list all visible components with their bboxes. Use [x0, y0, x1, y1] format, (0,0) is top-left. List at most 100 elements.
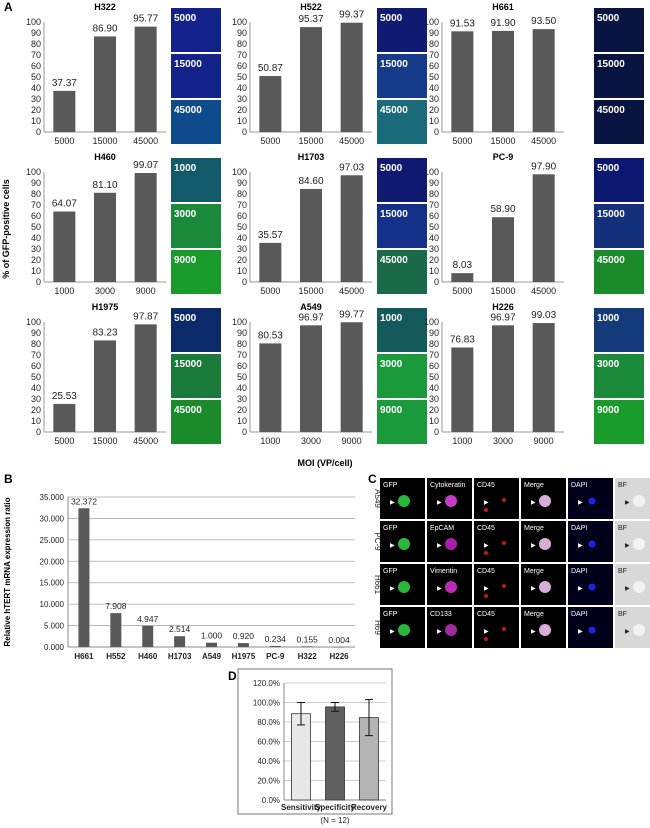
x-axis-label: (N = 12) [320, 816, 349, 825]
chart-title: H226 [492, 302, 514, 312]
y-tick-label: 10 [31, 266, 41, 276]
x-tick-label: 45000 [339, 136, 364, 146]
x-tick-label: 3000 [301, 436, 321, 446]
x-tick-label: 45000 [531, 286, 556, 296]
channel-label: DAPI [571, 568, 587, 575]
bar [300, 27, 322, 132]
bar [53, 90, 76, 132]
tile-label: 5000 [380, 13, 403, 24]
x-tick-label: H552 [106, 652, 126, 661]
channel-label: Cytokeratin [430, 482, 466, 489]
channel-label: Vimentin [430, 568, 457, 575]
tile-label: 3000 [597, 359, 620, 370]
microscopy-tile [171, 354, 221, 398]
y-tick-label: 80 [237, 39, 247, 49]
chart-title: H1703 [298, 152, 325, 162]
y-tick-label: 0 [242, 127, 247, 137]
tile-label: 9000 [380, 405, 403, 416]
y-tick-label: 0 [36, 427, 41, 437]
tile-label: 15000 [597, 59, 625, 70]
cell-dot [633, 581, 645, 593]
y-tick-label: 50 [429, 72, 439, 82]
bar [340, 322, 363, 432]
y-tick-label: 40 [237, 83, 247, 93]
image-tile [474, 478, 519, 519]
microscopy-tile [171, 158, 221, 202]
x-tick-label: Sensitivity [281, 803, 322, 812]
arrow-marker: ▶ [437, 586, 442, 592]
y-tick-label: 30.000 [40, 514, 65, 523]
y-tick-label: 80 [429, 339, 439, 349]
bar [134, 324, 157, 432]
bar [94, 36, 116, 132]
cell-dot [445, 581, 457, 593]
panel-d-label: D [228, 669, 237, 683]
microscopy-strip-5: 5000 15000 45000 [594, 158, 644, 294]
arrow-marker: ▶ [531, 543, 536, 549]
microscopy-strip-1: 5000 15000 45000 [377, 8, 427, 144]
panel-b-chart: 0.000 5.000 10.000 15.000 20.000 25.000 30.000… [3, 493, 355, 661]
y-tick-label: 70 [429, 350, 439, 360]
panel-c-image-grid: A549GFP▶Cytokeratin▶CD45▶Merge▶DAPI▶BF▶P… [373, 478, 650, 648]
x-tick-label: 45000 [339, 286, 364, 296]
arrow-marker: ▶ [531, 629, 536, 635]
microscopy-tile [171, 250, 221, 294]
data-label: 25.53 [52, 391, 77, 402]
y-tick-label: 80 [31, 339, 41, 349]
bar [340, 175, 363, 282]
y-tick-label: 50 [31, 222, 41, 232]
y-tick-label: 40 [429, 83, 439, 93]
cell-dot [633, 538, 645, 550]
x-tick-label: 15000 [92, 436, 117, 446]
row-label: H69 [373, 620, 382, 635]
bar [291, 713, 311, 801]
y-tick-label: 10 [31, 116, 41, 126]
y-tick-label: 50 [31, 72, 41, 82]
microscopy-tile [594, 400, 644, 444]
bar [300, 325, 322, 432]
microscopy-strip-7: 1000 3000 9000 [377, 308, 427, 444]
data-label: 80.53 [258, 330, 283, 341]
cell-dot [588, 583, 596, 591]
arrow-marker: ▶ [390, 543, 395, 549]
y-tick-label: 0 [242, 277, 247, 287]
data-label: 99.03 [531, 310, 556, 321]
y-tick-label: 60 [237, 361, 247, 371]
tile-label: 3000 [174, 209, 197, 220]
microscopy-tile [171, 308, 221, 352]
cell-dot [588, 497, 596, 505]
y-tick-label: 90 [31, 178, 41, 188]
chart-title: H661 [492, 2, 514, 12]
y-tick-label: 30 [429, 94, 439, 104]
data-label: 8.03 [453, 260, 473, 271]
tile-label: 15000 [380, 59, 408, 70]
cell-dot [502, 627, 506, 631]
bar [492, 217, 514, 282]
channel-label: BF [618, 611, 627, 618]
x-tick-label: 5000 [452, 286, 472, 296]
tile-label: 45000 [597, 105, 625, 116]
bar [325, 706, 345, 801]
y-tick-label: 90 [429, 28, 439, 38]
tile-label: 5000 [174, 313, 197, 324]
x-tick-label: 15000 [298, 136, 323, 146]
tile-label: 3000 [380, 359, 403, 370]
y-tick-label: 10 [237, 266, 247, 276]
y-tick-label: 40 [429, 383, 439, 393]
y-tick-label: 10.000 [40, 600, 65, 609]
channel-label: BF [618, 525, 627, 532]
x-tick-label: 5000 [260, 136, 280, 146]
arrow-marker: ▶ [390, 586, 395, 592]
data-label: 95.77 [133, 14, 158, 25]
y-tick-label: 50 [429, 372, 439, 382]
chart-frame [237, 668, 393, 815]
arrow-marker: ▶ [531, 500, 536, 506]
arrow-marker: ▶ [484, 586, 489, 592]
channel-label: Merge [524, 525, 544, 532]
bar [451, 273, 474, 282]
y-tick-label: 20 [31, 105, 41, 115]
channel-label: BF [618, 568, 627, 575]
panel-a-label: A [4, 0, 13, 14]
